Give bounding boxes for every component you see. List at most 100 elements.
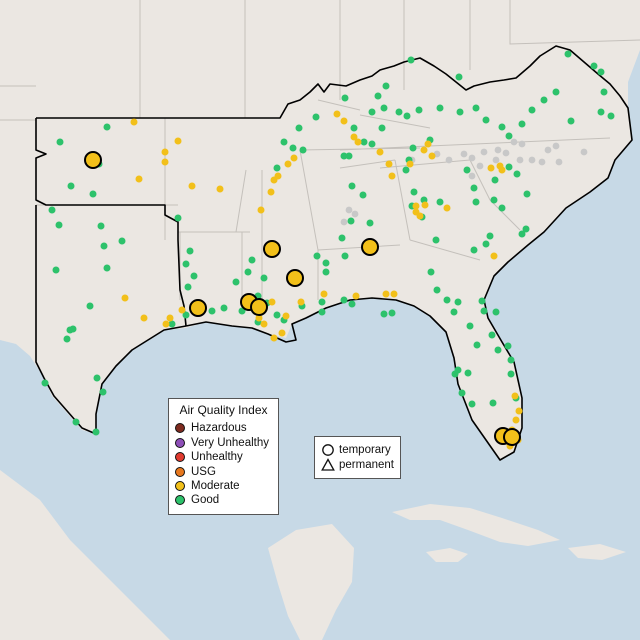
monitor-site-marker[interactable]	[472, 198, 480, 206]
monitor-site-marker[interactable]	[322, 268, 330, 276]
monitor-site-marker[interactable]	[385, 160, 393, 168]
monitor-site-marker[interactable]	[121, 294, 129, 302]
monitor-site-marker[interactable]	[273, 164, 281, 172]
monitor-site-marker[interactable]	[478, 297, 486, 305]
monitor-site-marker[interactable]	[216, 185, 224, 193]
monitor-site-marker[interactable]	[263, 240, 281, 258]
monitor-site-marker[interactable]	[600, 88, 608, 96]
monitor-site-marker[interactable]	[473, 341, 481, 349]
monitor-site-marker[interactable]	[490, 252, 498, 260]
monitor-site-marker[interactable]	[340, 117, 348, 125]
monitor-site-marker[interactable]	[510, 138, 518, 146]
monitor-site-marker[interactable]	[184, 283, 192, 291]
monitor-site-marker[interactable]	[515, 407, 523, 415]
monitor-site-marker[interactable]	[407, 56, 415, 64]
monitor-site-marker[interactable]	[345, 152, 353, 160]
monitor-site-marker[interactable]	[174, 137, 182, 145]
monitor-site-marker[interactable]	[93, 374, 101, 382]
monitor-site-marker[interactable]	[388, 172, 396, 180]
monitor-site-marker[interactable]	[528, 156, 536, 164]
monitor-site-marker[interactable]	[350, 133, 358, 141]
monitor-site-marker[interactable]	[99, 388, 107, 396]
monitor-site-marker[interactable]	[333, 110, 341, 118]
monitor-site-marker[interactable]	[72, 418, 80, 426]
monitor-site-marker[interactable]	[522, 225, 530, 233]
monitor-site-marker[interactable]	[486, 232, 494, 240]
monitor-site-marker[interactable]	[482, 116, 490, 124]
monitor-site-marker[interactable]	[52, 266, 60, 274]
monitor-site-marker[interactable]	[168, 320, 176, 328]
monitor-site-marker[interactable]	[470, 246, 478, 254]
monitor-site-marker[interactable]	[318, 308, 326, 316]
monitor-site-marker[interactable]	[350, 124, 358, 132]
monitor-site-marker[interactable]	[92, 428, 100, 436]
monitor-site-marker[interactable]	[443, 204, 451, 212]
monitor-site-marker[interactable]	[450, 308, 458, 316]
monitor-site-marker[interactable]	[100, 242, 108, 250]
monitor-site-marker[interactable]	[186, 247, 194, 255]
monitor-site-marker[interactable]	[103, 264, 111, 272]
monitor-site-marker[interactable]	[380, 310, 388, 318]
monitor-site-marker[interactable]	[41, 379, 49, 387]
monitor-site-marker[interactable]	[368, 108, 376, 116]
monitor-site-marker[interactable]	[476, 162, 484, 170]
monitor-site-marker[interactable]	[135, 175, 143, 183]
monitor-site-marker[interactable]	[220, 304, 228, 312]
monitor-site-marker[interactable]	[468, 172, 476, 180]
monitor-site-marker[interactable]	[516, 156, 524, 164]
monitor-site-marker[interactable]	[103, 123, 111, 131]
monitor-site-marker[interactable]	[454, 366, 462, 374]
monitor-site-marker[interactable]	[540, 96, 548, 104]
monitor-site-marker[interactable]	[232, 278, 240, 286]
monitor-site-marker[interactable]	[56, 138, 64, 146]
monitor-site-marker[interactable]	[338, 234, 346, 242]
monitor-site-marker[interactable]	[318, 298, 326, 306]
monitor-site-marker[interactable]	[257, 206, 265, 214]
monitor-site-marker[interactable]	[538, 158, 546, 166]
monitor-site-marker[interactable]	[280, 138, 288, 146]
monitor-site-marker[interactable]	[552, 88, 560, 96]
monitor-site-marker[interactable]	[433, 286, 441, 294]
monitor-site-marker[interactable]	[178, 306, 186, 314]
monitor-site-marker[interactable]	[347, 217, 355, 225]
monitor-site-marker[interactable]	[470, 184, 478, 192]
monitor-site-marker[interactable]	[174, 214, 182, 222]
monitor-site-marker[interactable]	[503, 428, 521, 446]
monitor-site-marker[interactable]	[505, 163, 513, 171]
monitor-site-marker[interactable]	[480, 148, 488, 156]
monitor-site-marker[interactable]	[567, 117, 575, 125]
monitor-site-marker[interactable]	[523, 190, 531, 198]
monitor-site-marker[interactable]	[412, 208, 420, 216]
monitor-site-marker[interactable]	[494, 346, 502, 354]
monitor-site-marker[interactable]	[351, 210, 359, 218]
monitor-site-marker[interactable]	[498, 123, 506, 131]
monitor-site-marker[interactable]	[458, 389, 466, 397]
monitor-site-marker[interactable]	[341, 252, 349, 260]
monitor-site-marker[interactable]	[340, 296, 348, 304]
monitor-site-marker[interactable]	[360, 138, 368, 146]
monitor-site-marker[interactable]	[313, 252, 321, 260]
monitor-site-marker[interactable]	[528, 106, 536, 114]
monitor-site-marker[interactable]	[374, 92, 382, 100]
monitor-site-marker[interactable]	[260, 320, 268, 328]
monitor-site-marker[interactable]	[445, 156, 453, 164]
monitor-site-marker[interactable]	[490, 196, 498, 204]
monitor-site-marker[interactable]	[464, 369, 472, 377]
monitor-site-marker[interactable]	[590, 62, 598, 70]
monitor-site-marker[interactable]	[597, 68, 605, 76]
monitor-site-marker[interactable]	[402, 166, 410, 174]
monitor-site-marker[interactable]	[480, 307, 488, 315]
monitor-site-marker[interactable]	[380, 104, 388, 112]
monitor-site-marker[interactable]	[348, 300, 356, 308]
monitor-site-marker[interactable]	[432, 236, 440, 244]
monitor-site-marker[interactable]	[513, 170, 521, 178]
monitor-site-marker[interactable]	[395, 108, 403, 116]
monitor-site-marker[interactable]	[378, 124, 386, 132]
monitor-site-marker[interactable]	[299, 146, 307, 154]
monitor-site-marker[interactable]	[182, 311, 190, 319]
monitor-site-marker[interactable]	[260, 274, 268, 282]
monitor-site-marker[interactable]	[140, 314, 148, 322]
monitor-site-marker[interactable]	[468, 400, 476, 408]
monitor-site-marker[interactable]	[290, 154, 298, 162]
